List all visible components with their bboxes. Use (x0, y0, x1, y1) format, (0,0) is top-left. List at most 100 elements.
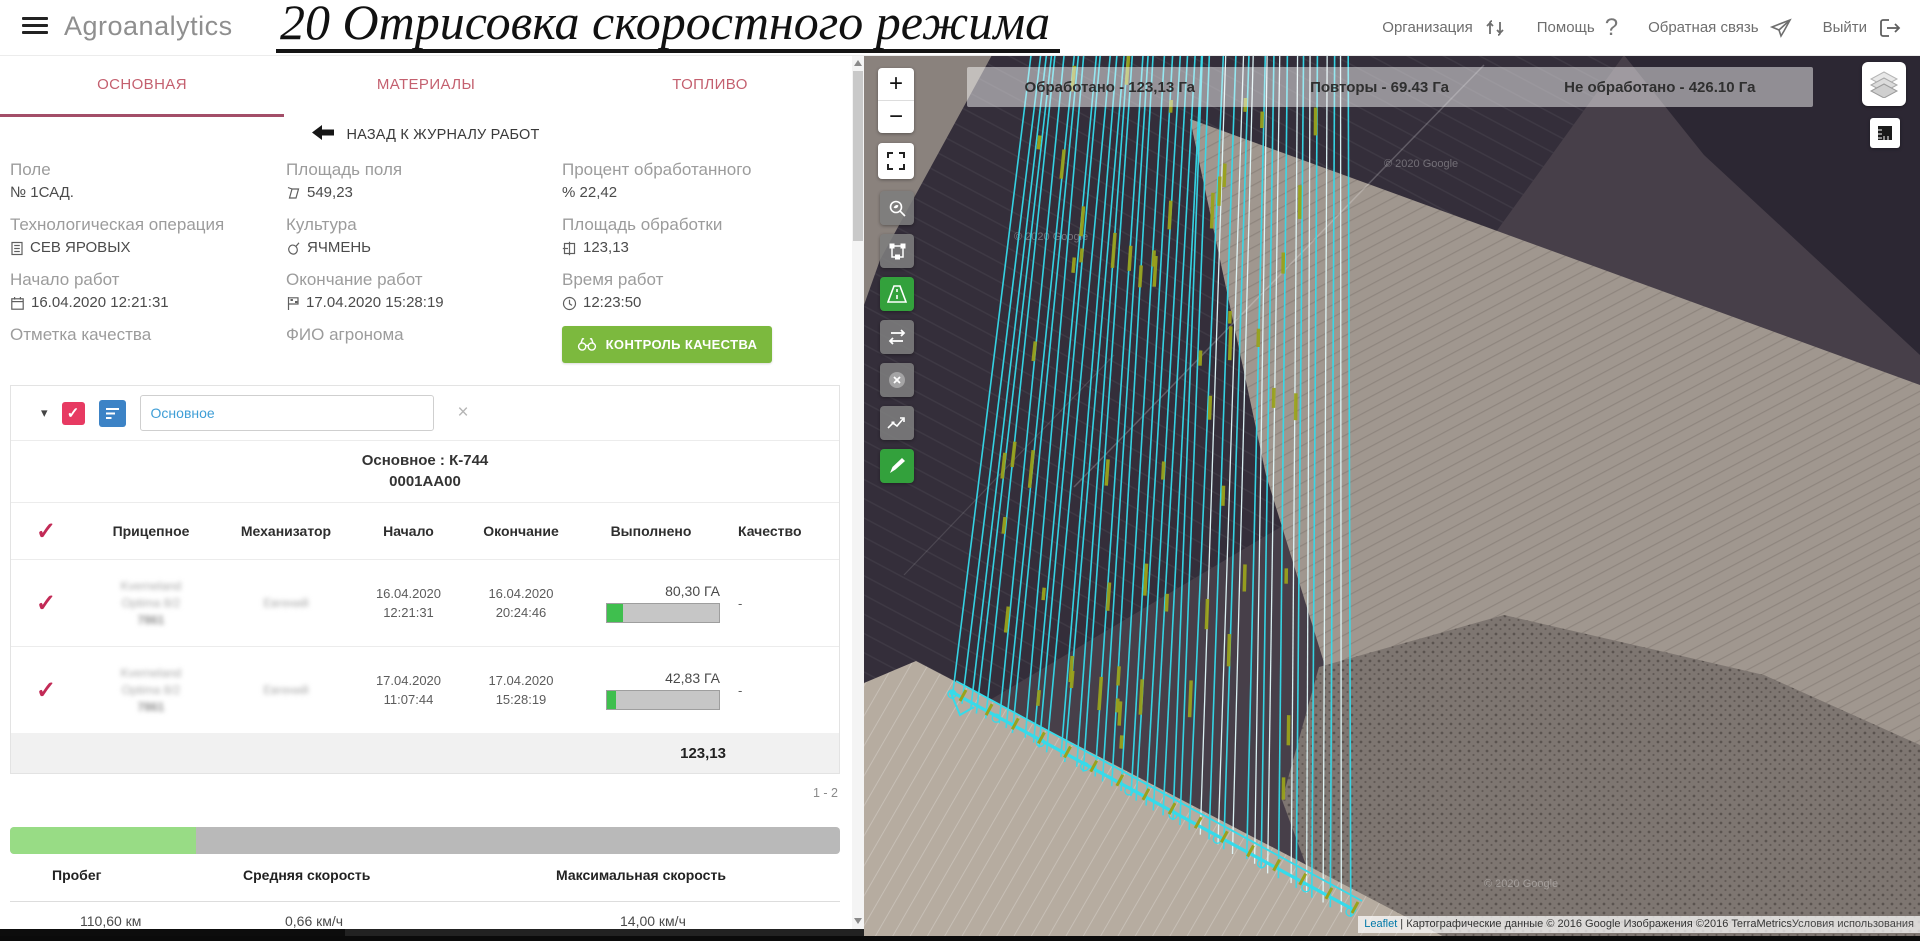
start-cell: 16.04.2020 12:21:31 (375, 586, 442, 620)
zoom-in-button[interactable]: + (878, 68, 914, 101)
implement-cell: Kverneland Optima 8/2 7861 (120, 578, 182, 627)
col-done: Выполнено (610, 523, 692, 539)
info-start: Начало работ 16.04.2020 12:21:31 (10, 270, 169, 311)
col-implement: Прицепное (112, 523, 190, 539)
tab-materials[interactable]: МАТЕРИАЛЫ (376, 76, 476, 93)
select-all-check[interactable]: ✓ (35, 517, 57, 545)
gps-track-overlay (947, 55, 1363, 918)
page-bottom-scrollbar[interactable] (0, 936, 1920, 941)
info-percent-done: Процент обработанного % 22,42 (562, 160, 752, 201)
clear-overlay-button[interactable] (880, 363, 914, 397)
fullscreen-icon (887, 152, 905, 170)
clock-icon (562, 296, 577, 310)
quality-control-button[interactable]: КОНТРОЛЬ КАЧЕСТВА (562, 326, 772, 363)
back-arrow-icon (312, 125, 335, 145)
machine-filter-input[interactable] (139, 395, 434, 431)
speed-values-row: 110,60 км 0,66 км/ч 14,00 км/ч (0, 913, 852, 931)
implement-cell: Kverneland Optima 8/2 7861 (120, 665, 182, 714)
work-info-grid: Поле № 1САД. Площадь поля 549,23 Процент… (10, 159, 840, 379)
back-to-journal-link[interactable]: НАЗАД К ЖУРНАЛУ РАБОТ (0, 121, 852, 149)
logout-icon (1877, 16, 1902, 40)
measure-button[interactable] (1870, 118, 1900, 148)
tab-bar: ОСНОВНАЯ МАТЕРИАЛЫ ТОПЛИВО (0, 55, 852, 117)
machine-filter-row: ▾ ✓ × (11, 386, 839, 440)
info-worked-area: Площадь обработки 123,13 (562, 215, 723, 256)
magnifier-leaf-icon (889, 200, 906, 217)
total-value: 123,13 (680, 744, 726, 762)
leaflet-link[interactable]: Leaflet (1364, 918, 1398, 930)
divider (11, 440, 839, 441)
tab-fuel[interactable]: ТОПЛИВО (672, 76, 748, 93)
zoom-controls: + − (878, 68, 914, 133)
document-list-icon (11, 241, 23, 255)
binoculars-icon (577, 338, 596, 351)
table-header-row: ✓ Прицепное Механизатор Начало Окончание… (11, 503, 839, 559)
nav-organization[interactable]: Организация (1374, 16, 1514, 40)
nav-help-label: Помощь (1536, 19, 1595, 36)
row-check[interactable]: ✓ (35, 676, 57, 704)
panel-vertical-scrollbar[interactable] (852, 55, 864, 929)
menu-icon[interactable] (22, 17, 48, 37)
app-logo: Agroanalytics (64, 11, 233, 41)
machine-checkbox[interactable]: ✓ (61, 401, 85, 425)
info-field-area: Площадь поля 549,23 (286, 160, 403, 201)
fullscreen-button[interactable] (878, 143, 914, 179)
done-progress (606, 690, 720, 710)
area-grid-icon (562, 241, 576, 255)
filter-list-icon (105, 407, 119, 419)
scroll-thumb[interactable] (853, 71, 863, 241)
map[interactable]: © 2020 Google © 2020 Google © 2020 Googl… (864, 55, 1920, 941)
edit-geometry-button[interactable] (880, 234, 914, 268)
finish-flag-icon (287, 296, 299, 310)
layers-icon (1869, 71, 1899, 98)
row-check[interactable]: ✓ (35, 589, 57, 617)
search-field-button[interactable] (880, 191, 914, 225)
table-row: ✓ Kverneland Optima 8/2 7861 Евгений 17.… (11, 647, 839, 733)
seed-icon (288, 241, 300, 255)
header-nav: Организация Помощь ? Обратная связь (1374, 0, 1910, 55)
measure-icon (1878, 126, 1892, 140)
nav-help[interactable]: Помощь ? (1529, 14, 1626, 42)
machine-plate: 0001АА00 (389, 473, 461, 490)
max-speed-value: 14,00 км/ч (620, 913, 686, 929)
col-mileage: Пробег (52, 867, 102, 883)
start-cell: 17.04.2020 11:07:44 (375, 673, 442, 707)
tab-main[interactable]: ОСНОВНАЯ (0, 55, 284, 117)
field-area-icon (287, 186, 300, 199)
info-culture: Культура ЯЧМЕНЬ (286, 215, 372, 256)
scroll-up-arrow[interactable] (854, 60, 862, 66)
quality-cell: - (738, 682, 743, 698)
avg-speed-value: 0,66 км/ч (285, 913, 344, 929)
stat-not-processed: Не обработано - 426.10 Га (1564, 78, 1756, 96)
divider (10, 901, 840, 902)
layers-button[interactable] (1862, 62, 1906, 106)
col-start: Начало (383, 523, 434, 539)
machine-card: ▾ ✓ × Основное : К-744 0001АА00 ✓ Прицеп… (10, 385, 840, 774)
machine-title-block: Основное : К-744 0001АА00 (11, 441, 839, 502)
collapse-caret-icon[interactable]: ▾ (41, 405, 48, 420)
field-progress-bar (10, 827, 840, 854)
table-row: ✓ Kverneland Optima 8/2 7861 Евгений 16.… (11, 560, 839, 646)
show-track-button[interactable] (880, 277, 914, 311)
chart-button[interactable] (880, 406, 914, 440)
scroll-down-arrow[interactable] (854, 918, 862, 924)
end-cell: 16.04.2020 20:24:46 (488, 586, 554, 620)
clear-filter-icon[interactable]: × (457, 402, 469, 423)
calendar-icon (11, 296, 24, 310)
stat-repeats: Повторы - 69.43 Га (1310, 78, 1450, 96)
nav-logout[interactable]: Выйти (1815, 16, 1910, 40)
info-end: Окончание работ 17.04.2020 15:28:19 (286, 270, 444, 311)
map-watermark: © 2020 Google (1384, 158, 1458, 170)
nav-feedback[interactable]: Обратная связь (1640, 16, 1801, 40)
zoom-out-button[interactable]: − (888, 103, 903, 130)
draw-button[interactable] (880, 449, 914, 483)
circle-x-icon (889, 372, 905, 388)
end-cell: 17.04.2020 15:28:19 (488, 673, 554, 707)
swap-direction-button[interactable] (880, 320, 914, 354)
terms-link[interactable]: Условия использования (1791, 918, 1914, 930)
filter-list-button[interactable] (98, 399, 126, 427)
col-avg-speed: Средняя скорость (243, 867, 371, 883)
info-agronomist: ФИО агронома (286, 325, 404, 344)
back-link-label: НАЗАД К ЖУРНАЛУ РАБОТ (346, 127, 540, 143)
